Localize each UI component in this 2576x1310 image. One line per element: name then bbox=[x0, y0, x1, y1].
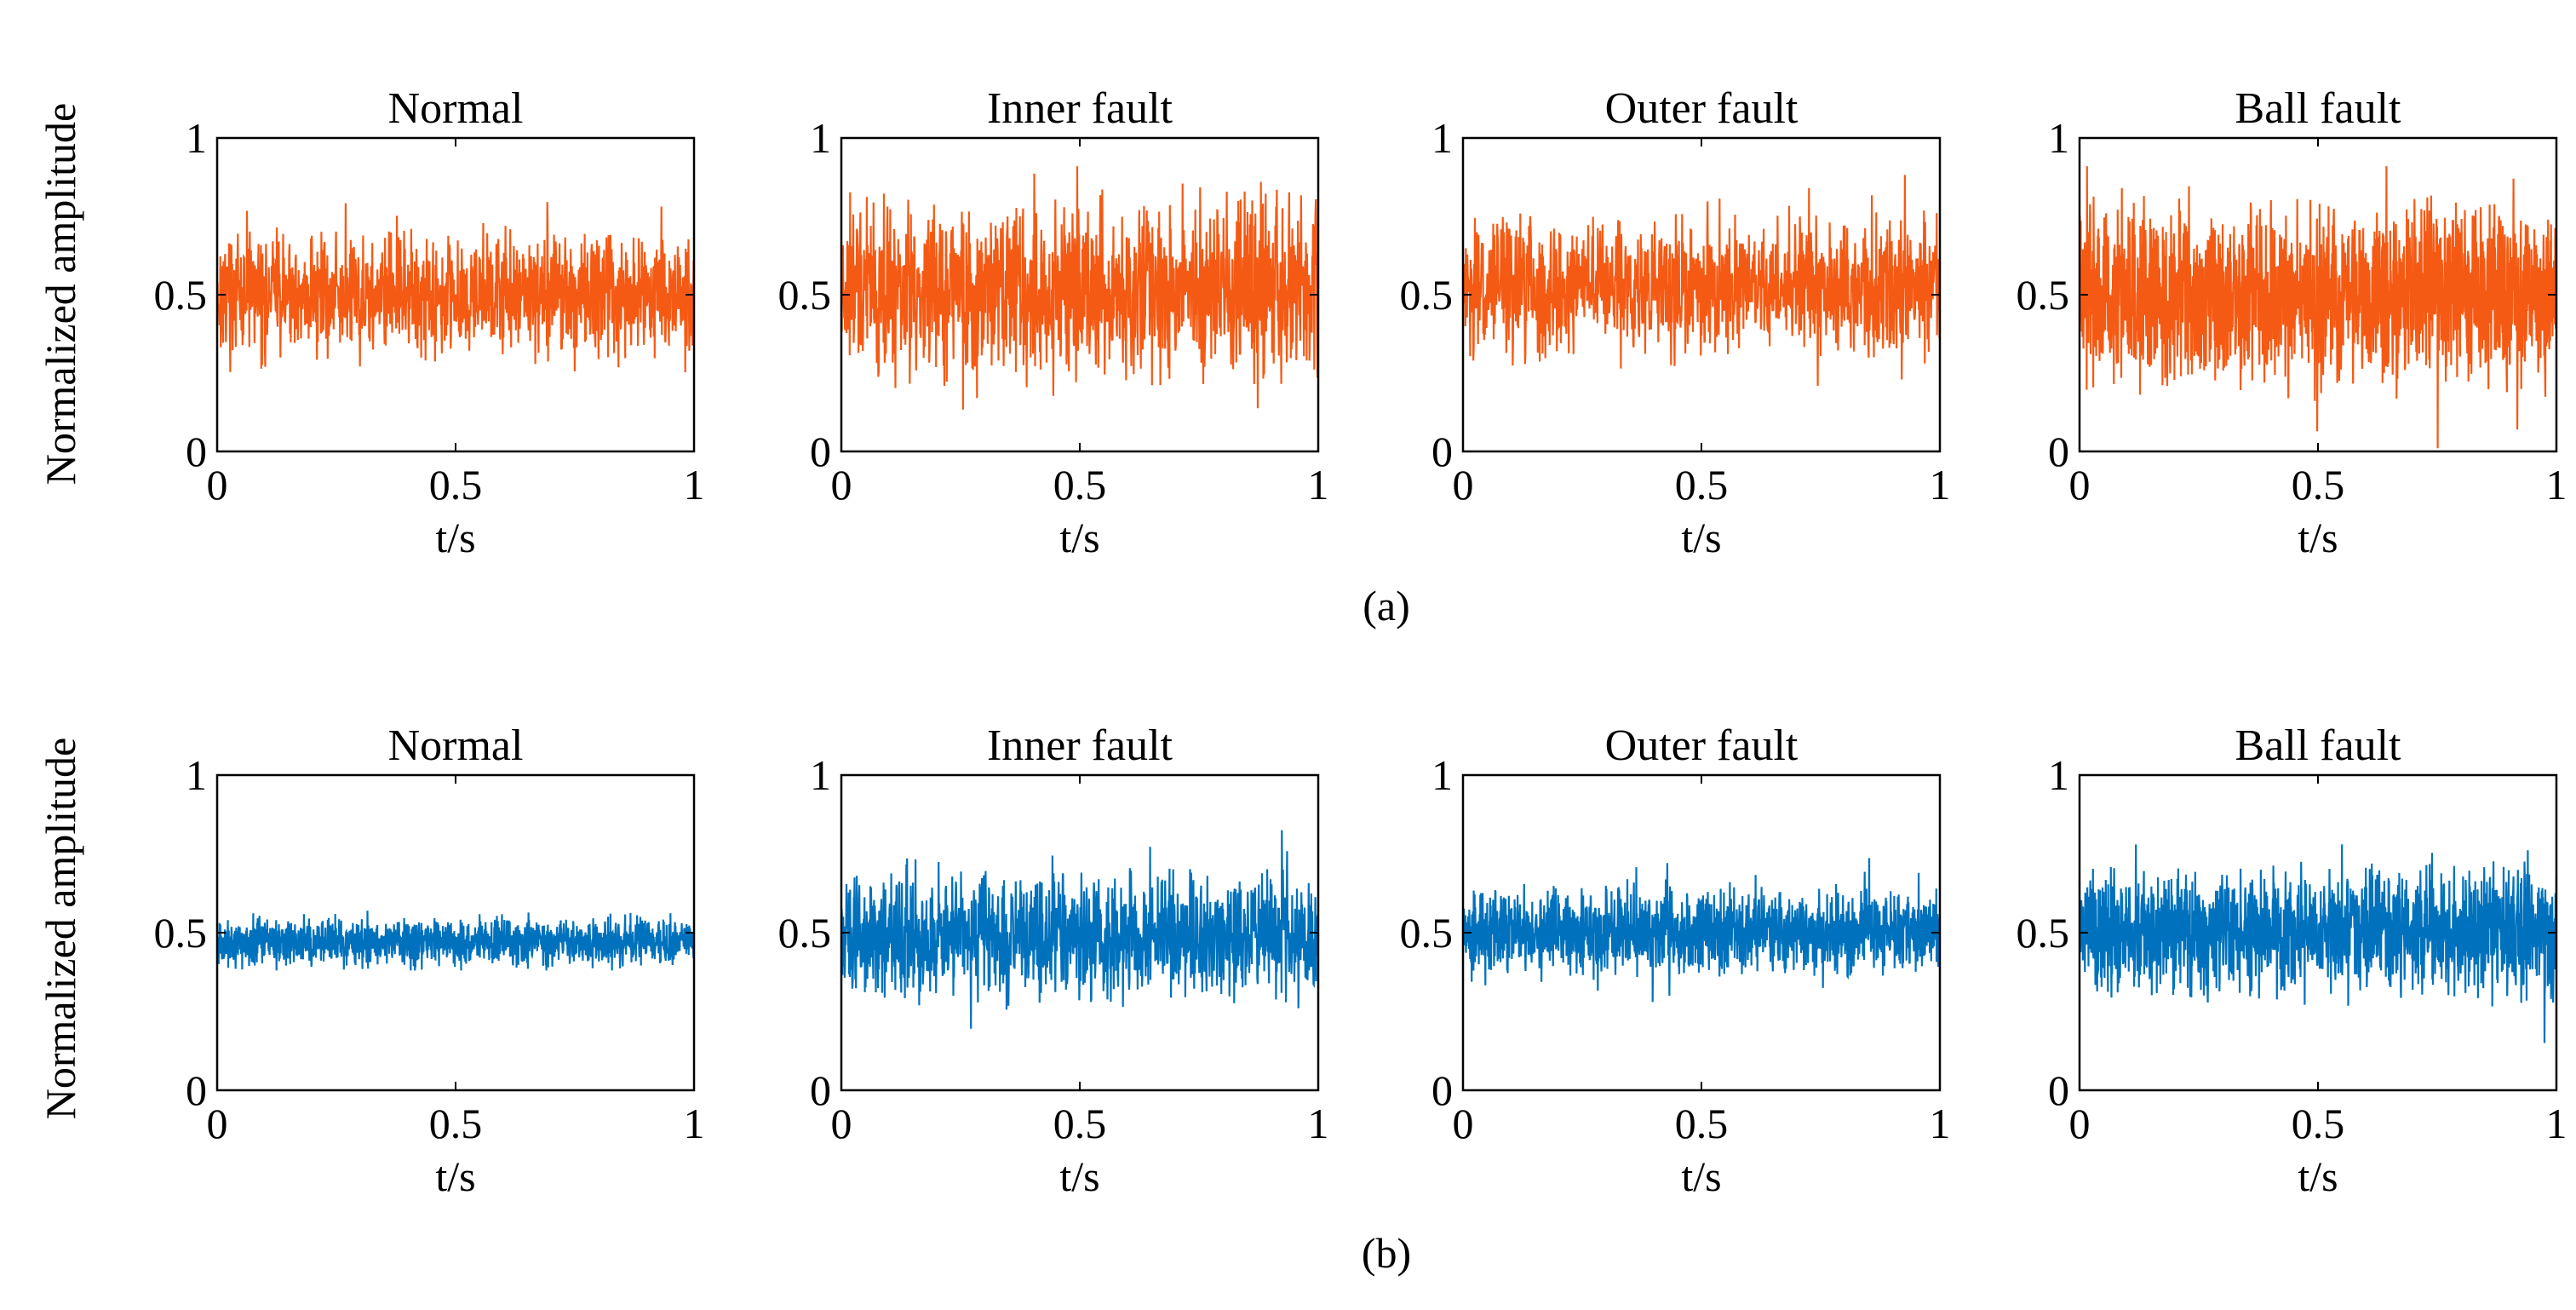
subplot-b-4: 00 0.5 0.5 1 1 Ball fault t/s bbox=[2017, 721, 2567, 1200]
x-tick-label: 0 bbox=[207, 461, 228, 508]
x-tick-label: 0 bbox=[2069, 461, 2091, 508]
signal-line-b-1 bbox=[216, 911, 696, 971]
subplot-title: Inner fault bbox=[987, 84, 1173, 133]
x-axis-label: t/s bbox=[2298, 1152, 2338, 1200]
row-a-ylabel: Normalized amplitude bbox=[37, 103, 84, 485]
y-tick-label: 1 bbox=[810, 751, 831, 799]
subplot-a-2: 00 0.5 0.5 1 1 Inner fault t/s bbox=[778, 84, 1329, 561]
x-tick-label: 1 bbox=[1930, 1100, 1951, 1147]
x-tick-label: 0.5 bbox=[1675, 461, 1729, 508]
subplot-a-1: 00 0.5 0.5 1 1 Normal t/s bbox=[154, 84, 705, 561]
x-tick-label: 1 bbox=[1930, 461, 1951, 508]
y-tick-label: 0.5 bbox=[154, 271, 208, 319]
subplot-title: Normal bbox=[388, 721, 524, 770]
x-tick-label: 1 bbox=[684, 461, 705, 508]
y-tick-label: 1 bbox=[186, 751, 207, 799]
panel-label-b: (b) bbox=[1362, 1229, 1411, 1277]
y-tick-label: 0.5 bbox=[2017, 909, 2070, 957]
y-tick-label: 1 bbox=[810, 114, 831, 162]
signal-line-a-2 bbox=[840, 166, 1320, 410]
x-tick-label: 0 bbox=[831, 461, 852, 508]
x-tick-label: 0.5 bbox=[1675, 1100, 1729, 1147]
y-tick-label: 0.5 bbox=[2017, 271, 2070, 319]
y-tick-label: 0.5 bbox=[154, 909, 208, 957]
y-tick-label: 1 bbox=[1431, 114, 1453, 162]
x-tick-label: 0 bbox=[831, 1100, 852, 1147]
y-tick-label: 0.5 bbox=[1400, 271, 1454, 319]
panel-label-a: (a) bbox=[1363, 582, 1410, 629]
y-tick-label: 0 bbox=[1431, 428, 1453, 475]
y-tick-label: 0 bbox=[810, 1066, 831, 1114]
x-tick-label: 0 bbox=[207, 1100, 228, 1147]
x-axis-label: t/s bbox=[2298, 514, 2338, 561]
subplot-title: Ball fault bbox=[2235, 721, 2402, 770]
y-tick-label: 0.5 bbox=[778, 271, 832, 319]
y-tick-label: 0 bbox=[1431, 1066, 1453, 1114]
subplot-b-3: 00 0.5 0.5 1 1 Outer fault t/s bbox=[1400, 721, 1951, 1200]
subplot-title: Outer fault bbox=[1605, 721, 1799, 770]
signal-line-a-1 bbox=[215, 202, 696, 373]
x-tick-label: 0.5 bbox=[2292, 461, 2345, 508]
signal-line-b-4 bbox=[2078, 844, 2558, 1043]
x-axis-label: t/s bbox=[435, 1152, 475, 1200]
signal-line-b-3 bbox=[1461, 858, 1942, 1003]
y-tick-label: 1 bbox=[1431, 751, 1453, 799]
y-tick-label: 0 bbox=[186, 1066, 207, 1114]
signal-line-b-2 bbox=[840, 830, 1320, 1029]
x-tick-label: 0.5 bbox=[2292, 1100, 2345, 1147]
subplot-b-1: 00 0.5 0.5 1 1 Normal t/s bbox=[154, 721, 705, 1200]
y-tick-label: 0 bbox=[186, 428, 207, 475]
subplot-title: Outer fault bbox=[1605, 84, 1799, 133]
x-tick-label: 1 bbox=[1308, 1100, 1329, 1147]
signal-line-a-3 bbox=[1461, 175, 1942, 387]
subplot-a-4: 00 0.5 0.5 1 1 Ball fault t/s bbox=[2017, 84, 2567, 561]
x-tick-label: 1 bbox=[684, 1100, 705, 1147]
x-tick-label: 0 bbox=[1453, 1100, 1474, 1147]
y-tick-label: 0 bbox=[2048, 1066, 2069, 1114]
y-tick-label: 0 bbox=[810, 428, 831, 475]
x-tick-label: 0.5 bbox=[429, 1100, 483, 1147]
x-axis-label: t/s bbox=[1681, 514, 1721, 561]
x-tick-label: 1 bbox=[1308, 461, 1329, 508]
y-tick-label: 0 bbox=[2048, 428, 2069, 475]
x-axis-label: t/s bbox=[435, 514, 475, 561]
subplot-title: Inner fault bbox=[987, 721, 1173, 770]
y-tick-label: 0.5 bbox=[778, 909, 832, 957]
subplot-b-2: 00 0.5 0.5 1 1 Inner fault t/s bbox=[778, 721, 1329, 1200]
x-tick-label: 0.5 bbox=[1053, 461, 1107, 508]
y-tick-label: 1 bbox=[2048, 114, 2069, 162]
row-b-ylabel: Normalized amplitude bbox=[37, 738, 84, 1119]
y-tick-label: 1 bbox=[2048, 751, 2069, 799]
x-tick-label: 1 bbox=[2546, 1100, 2567, 1147]
x-tick-label: 1 bbox=[2546, 461, 2567, 508]
subplot-title: Ball fault bbox=[2235, 84, 2402, 133]
x-axis-label: t/s bbox=[1059, 514, 1099, 561]
x-axis-label: t/s bbox=[1059, 1152, 1099, 1200]
y-tick-label: 0.5 bbox=[1400, 909, 1454, 957]
x-tick-label: 0.5 bbox=[1053, 1100, 1107, 1147]
x-axis-label: t/s bbox=[1681, 1152, 1721, 1200]
x-tick-label: 0 bbox=[2069, 1100, 2091, 1147]
x-tick-label: 0 bbox=[1453, 461, 1474, 508]
subplot-a-3: 00 0.5 0.5 1 1 Outer fault t/s bbox=[1400, 84, 1951, 561]
y-tick-label: 1 bbox=[186, 114, 207, 162]
subplot-title: Normal bbox=[388, 84, 524, 133]
x-tick-label: 0.5 bbox=[429, 461, 483, 508]
signal-line-a-4 bbox=[2078, 166, 2558, 449]
